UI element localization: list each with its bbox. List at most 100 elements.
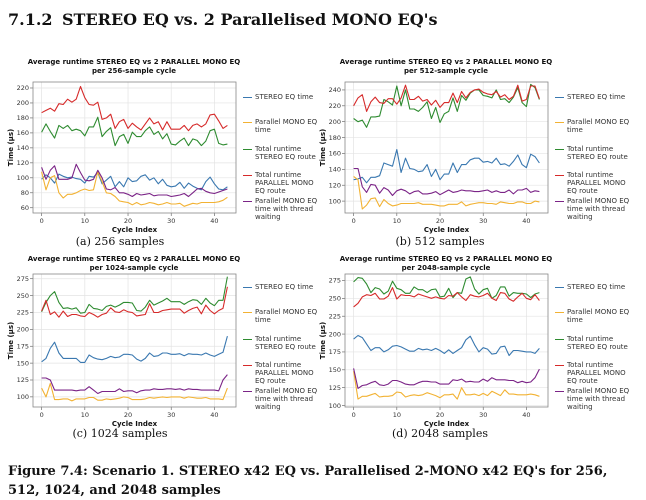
series-line-total-stereo — [41, 116, 228, 147]
plot-area: 0 10 20 30 40 60 80 100 120 140 160 180 200 220 Cycle … — [7, 81, 237, 234]
chart-title: Average runtime STEREO EQ vs 2 PARALLEL … — [326, 255, 566, 273]
legend-swatch — [243, 201, 252, 202]
y-tick-label: 250 — [329, 295, 341, 303]
legend-item: Total runtime STEREO EQ route — [555, 145, 635, 161]
plot-area: 0 10 20 30 40 100 120 140 160 180 200 220 240 Cycle I… — [319, 81, 549, 234]
y-tick-label: 250 — [17, 292, 29, 300]
plot-area: 0 10 20 30 40 100 125 150 175 200 225 250 275 Cycle I… — [319, 273, 549, 428]
legend-label: STEREO EQ time — [567, 283, 626, 291]
legend-swatch — [243, 391, 252, 392]
series-line-stereo — [353, 148, 540, 184]
subfigure-caption: (a) 256 samples — [75, 235, 165, 248]
chart-title-line: per 256-sample cycle — [92, 67, 176, 75]
chart-title-line: Average runtime STEREO EQ vs 2 PARALLEL … — [27, 58, 241, 66]
y-tick-label: 140 — [329, 166, 341, 174]
series-line-stereo — [353, 334, 540, 357]
legend-label: Total runtime PARALLEL MONO EQ route — [255, 361, 314, 385]
x-tick-label: 20 — [436, 217, 444, 225]
legend-swatch — [555, 175, 564, 176]
x-tick-label: 10 — [81, 411, 89, 419]
legend-item: Total runtime STEREO EQ route — [243, 335, 323, 351]
y-tick-label: 150 — [329, 366, 341, 374]
legend-label: Parallel MONO EQ time — [567, 308, 630, 324]
legend-label: Parallel MONO EQ time — [567, 118, 630, 134]
x-axis-label: Cycle Index — [112, 226, 158, 234]
x-tick-label: 0 — [352, 411, 356, 419]
legend-item: Parallel MONO EQ time with thread waitin… — [555, 387, 635, 411]
x-tick-label: 0 — [40, 411, 44, 419]
legend-item: Total runtime PARALLEL MONO EQ route — [555, 171, 635, 195]
legend-label: Total runtime STEREO EQ route — [255, 335, 316, 351]
legend-item: Parallel MONO EQ time — [243, 308, 323, 324]
legend-swatch — [243, 339, 252, 340]
legend-item: STEREO EQ time — [243, 93, 323, 101]
y-axis-label: Time (µs) — [7, 322, 15, 359]
section-title: STEREO EQ vs. 2 Parallelised MONO EQ's — [62, 10, 438, 29]
y-tick-label: 125 — [17, 376, 29, 384]
figure-caption: Figure 7.4: Scenario 1. STEREO x42 EQ vs… — [8, 464, 608, 498]
x-tick-label: 20 — [124, 411, 132, 419]
series-line-total-parallel — [353, 84, 540, 112]
subfigure-caption: (b) 512 samples — [395, 235, 485, 248]
legend-label: Total runtime STEREO EQ route — [255, 145, 316, 161]
legend-label: Parallel MONO EQ time with thread waitin… — [567, 197, 630, 221]
series-line-total-parallel — [41, 85, 228, 132]
y-tick-label: 175 — [329, 348, 341, 356]
x-tick-label: 30 — [479, 411, 487, 419]
legend-label: Total runtime STEREO EQ route — [567, 145, 628, 161]
legend-label: Parallel MONO EQ time with thread waitin… — [255, 387, 318, 411]
y-tick-label: 275 — [17, 275, 29, 283]
y-axis-label: Time (µs) — [7, 129, 15, 166]
x-tick-label: 0 — [40, 217, 44, 225]
series-line-thread-waiting — [353, 167, 540, 197]
series-line-thread-waiting — [41, 374, 228, 395]
y-tick-label: 175 — [17, 342, 29, 350]
y-tick-label: 100 — [17, 393, 29, 401]
legend-item: Total runtime PARALLEL MONO EQ route — [243, 361, 323, 385]
y-axis-label: Time (µs) — [319, 322, 327, 359]
chart-title-line: per 512-sample cycle — [404, 67, 488, 75]
legend-swatch — [555, 122, 564, 123]
plot-frame — [344, 273, 549, 408]
x-tick-label: 30 — [479, 217, 487, 225]
x-tick-label: 40 — [522, 411, 530, 419]
legend-item: Parallel MONO EQ time — [555, 118, 635, 134]
legend-label: STEREO EQ time — [255, 93, 314, 101]
x-tick-label: 30 — [167, 217, 175, 225]
legend-label: Parallel MONO EQ time with thread waitin… — [567, 387, 630, 411]
x-tick-label: 10 — [81, 217, 89, 225]
chart-title: Average runtime STEREO EQ vs 2 PARALLEL … — [14, 58, 254, 76]
legend-label: Total runtime PARALLEL MONO EQ route — [255, 171, 314, 195]
series-line-stereo — [41, 335, 228, 363]
x-axis-label: Cycle Index — [424, 420, 470, 428]
y-tick-label: 100 — [329, 402, 341, 410]
legend-item: STEREO EQ time — [555, 93, 635, 101]
legend-item: Parallel MONO EQ time with thread waitin… — [555, 197, 635, 221]
x-tick-label: 40 — [210, 411, 218, 419]
x-tick-label: 30 — [167, 411, 175, 419]
y-tick-label: 120 — [17, 159, 29, 167]
y-tick-label: 275 — [329, 277, 341, 285]
legend-item: Parallel MONO EQ time with thread waitin… — [243, 387, 323, 411]
subfigure-caption: (d) 2048 samples — [392, 427, 488, 440]
legend-swatch — [243, 97, 252, 98]
legend-swatch — [243, 287, 252, 288]
series-line-total-parallel — [353, 287, 540, 308]
legend-item: Parallel MONO EQ time with thread waitin… — [243, 197, 323, 221]
legend-item: Total runtime STEREO EQ route — [243, 145, 323, 161]
y-tick-label: 180 — [329, 134, 341, 142]
y-tick-label: 150 — [17, 359, 29, 367]
y-tick-label: 200 — [329, 118, 341, 126]
y-tick-label: 225 — [329, 312, 341, 320]
chart-title-line: per 2048-sample cycle — [401, 264, 491, 272]
legend-swatch — [243, 312, 252, 313]
legend-swatch — [555, 339, 564, 340]
legend-label: Parallel MONO EQ time — [255, 308, 318, 324]
x-tick-label: 20 — [436, 411, 444, 419]
section-heading: 7.1.2 STEREO EQ vs. 2 Parallelised MONO E… — [8, 10, 438, 29]
y-tick-label: 80 — [21, 189, 29, 197]
y-tick-label: 220 — [329, 102, 341, 110]
y-axis-label: Time (µs) — [319, 129, 327, 166]
y-tick-label: 220 — [17, 84, 29, 92]
legend-item: STEREO EQ time — [555, 283, 635, 291]
